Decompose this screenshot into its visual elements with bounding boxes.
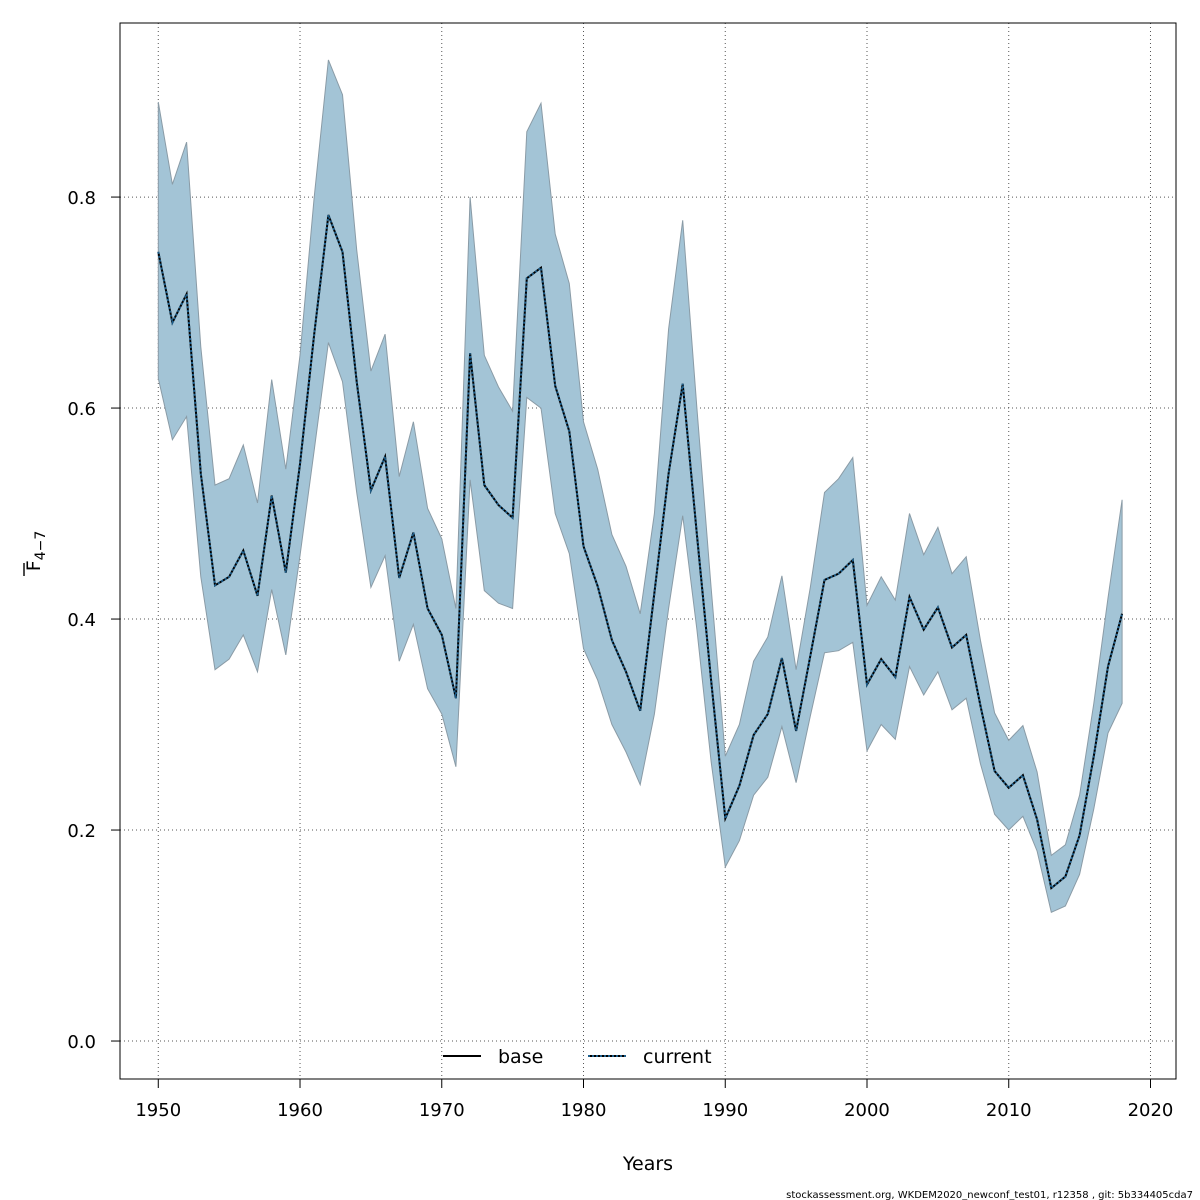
x-axis-title: Years <box>622 1153 673 1175</box>
y-axis-title-sub: 4−7 <box>33 531 49 561</box>
confidence-band <box>157 59 1123 914</box>
x-tick-label: 2010 <box>986 1100 1032 1121</box>
legend: base current <box>443 1046 712 1068</box>
x-axis: 1950 1960 1970 1980 1990 2000 2010 2020 <box>135 1079 1173 1121</box>
legend-label-current: current <box>643 1046 712 1068</box>
x-tick-label: 1960 <box>277 1100 323 1121</box>
x-tick-label: 1990 <box>702 1100 748 1121</box>
footer-credit: stockassessment.org, WKDEM2020_newconf_t… <box>786 1190 1193 1200</box>
svg-text:F4−7: F4−7 <box>23 531 49 571</box>
y-tick-label: 0.8 <box>67 188 96 209</box>
y-axis: 0.0 0.2 0.4 0.6 0.8 <box>67 188 120 1053</box>
y-axis-title-main: F <box>23 560 45 571</box>
y-tick-label: 0.6 <box>67 399 96 420</box>
y-tick-label: 0.0 <box>67 1032 96 1053</box>
x-tick-label: 1950 <box>135 1100 181 1121</box>
legend-label-base: base <box>498 1046 543 1068</box>
y-tick-label: 0.4 <box>67 610 96 631</box>
x-tick-label: 1980 <box>561 1100 607 1121</box>
plot-frame <box>119 22 1177 1080</box>
y-tick-label: 0.2 <box>67 821 96 842</box>
x-tick-label: 1970 <box>419 1100 465 1121</box>
x-tick-label: 2000 <box>844 1100 890 1121</box>
x-tick-label: 2020 <box>1128 1100 1174 1121</box>
series-line-current <box>157 214 1124 890</box>
y-axis-title: F4−7 <box>23 531 49 576</box>
